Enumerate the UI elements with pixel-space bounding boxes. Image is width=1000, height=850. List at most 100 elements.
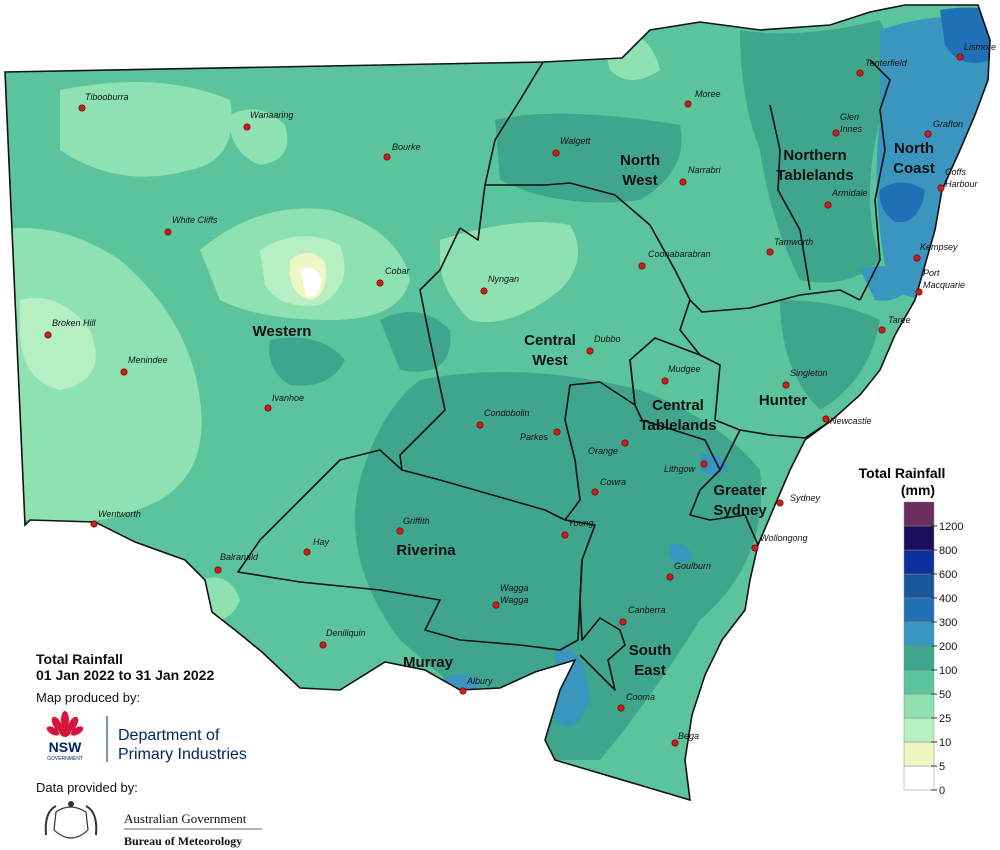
town-marker	[621, 439, 629, 447]
region-label: Hunter	[759, 392, 807, 409]
legend-tick-label: 0	[939, 785, 945, 797]
town-label: Port	[923, 268, 940, 278]
town-marker	[214, 566, 222, 574]
legend-title: Total Rainfall	[859, 465, 946, 481]
rain-zone	[269, 337, 345, 386]
rain-zone	[300, 267, 322, 297]
town-label: Grafton	[933, 119, 963, 129]
town-label: Bourke	[392, 142, 421, 152]
town-label: Tenterfield	[865, 58, 908, 68]
town-label: Singleton	[790, 368, 828, 378]
town-label: Innes	[840, 124, 863, 134]
town-marker	[492, 601, 500, 609]
department-line: Department of	[118, 727, 220, 744]
town-label: Parkes	[520, 432, 549, 442]
rain-zone	[860, 266, 915, 301]
town-marker	[619, 618, 627, 626]
department-line: Primary Industries	[118, 746, 247, 763]
rain-zone	[355, 372, 762, 760]
legend-swatch	[903, 741, 935, 767]
town-label: Balranald	[220, 552, 259, 562]
town-label: Macquarie	[923, 280, 965, 290]
town-marker	[782, 381, 790, 389]
region-labels: Western North West Northern Tablelands North C…	[253, 140, 935, 679]
town-label: Young	[568, 518, 594, 528]
legend-tick-label: 50	[939, 689, 951, 701]
region-label: Central	[524, 332, 576, 349]
legend-swatch	[903, 501, 935, 527]
rain-zone	[668, 544, 692, 563]
town-marker	[915, 288, 923, 296]
town-marker	[661, 377, 669, 385]
town-marker	[638, 262, 646, 270]
town-marker	[78, 104, 86, 112]
town-marker	[591, 488, 599, 496]
legend-tick-label: 600	[939, 569, 957, 581]
rain-zone	[230, 109, 288, 165]
town-marker	[303, 548, 311, 556]
town-label: Moree	[695, 89, 721, 99]
legend-swatch	[903, 669, 935, 695]
region-boundaries	[237, 59, 891, 691]
region-label: Northern	[783, 147, 846, 164]
region-label: Sydney	[713, 502, 767, 519]
title-line: 01 Jan 2022 to 31 Jan 2022	[36, 667, 214, 683]
rain-zone	[495, 113, 682, 203]
town-label: Sydney	[790, 493, 821, 503]
town-marker	[264, 404, 272, 412]
town-marker	[552, 149, 560, 157]
region-label: Greater	[713, 482, 767, 499]
legend-swatch	[903, 693, 935, 719]
town-label: Mudgee	[668, 364, 701, 374]
town-marker	[586, 347, 594, 355]
town-label: Cooma	[626, 692, 655, 702]
legend-swatch	[903, 549, 935, 575]
town-label: Tamworth	[774, 237, 813, 247]
town-marker	[856, 69, 864, 77]
town-label: Wentworth	[98, 509, 141, 519]
town-marker	[776, 499, 784, 507]
town-label: Wagga	[500, 595, 528, 605]
town-label: Wagga	[500, 583, 528, 593]
town-label: Nyngan	[488, 274, 519, 284]
town-marker	[459, 687, 467, 695]
town-marker	[666, 573, 674, 581]
town-marker	[44, 331, 52, 339]
credits: Map produced by: NSW GOVERNMENT Departme…	[36, 690, 262, 848]
town-marker	[924, 130, 932, 138]
town-marker	[319, 641, 327, 649]
legend-tick-label: 400	[939, 593, 957, 605]
region-label: North	[620, 152, 660, 169]
town-marker	[553, 428, 561, 436]
region-label: Riverina	[396, 542, 456, 559]
australian-government: Australian Government	[124, 811, 247, 826]
town-label: Coffs	[945, 167, 967, 177]
town-label: Condobolin	[484, 408, 530, 418]
town-marker	[684, 100, 692, 108]
town-marker	[956, 53, 964, 61]
town-label: Taree	[888, 315, 911, 325]
region-label: West	[532, 352, 568, 369]
town-label: Kempsey	[920, 242, 958, 252]
town-label: Canberra	[628, 605, 666, 615]
region-label: East	[634, 662, 666, 679]
town-label: Dubbo	[594, 334, 621, 344]
town-marker	[480, 287, 488, 295]
town-label: Narrabri	[688, 165, 722, 175]
legend-tick-label: 25	[939, 713, 951, 725]
legend-tick-label: 1200	[939, 521, 963, 533]
legend-swatch	[903, 573, 935, 599]
town-label: Wanaaring	[250, 110, 293, 120]
town-label: Lithgow	[664, 464, 696, 474]
town-label: Armidale	[831, 188, 868, 198]
town-marker	[243, 123, 251, 131]
rain-zone	[440, 222, 578, 322]
legend-tick-label: 200	[939, 641, 957, 653]
town-marker	[766, 248, 774, 256]
legend-tick-label: 100	[939, 665, 957, 677]
town-label: Walgett	[560, 136, 591, 146]
region-label: Tablelands	[776, 167, 853, 184]
town-marker	[878, 326, 886, 334]
town-label: Broken Hill	[52, 318, 97, 328]
